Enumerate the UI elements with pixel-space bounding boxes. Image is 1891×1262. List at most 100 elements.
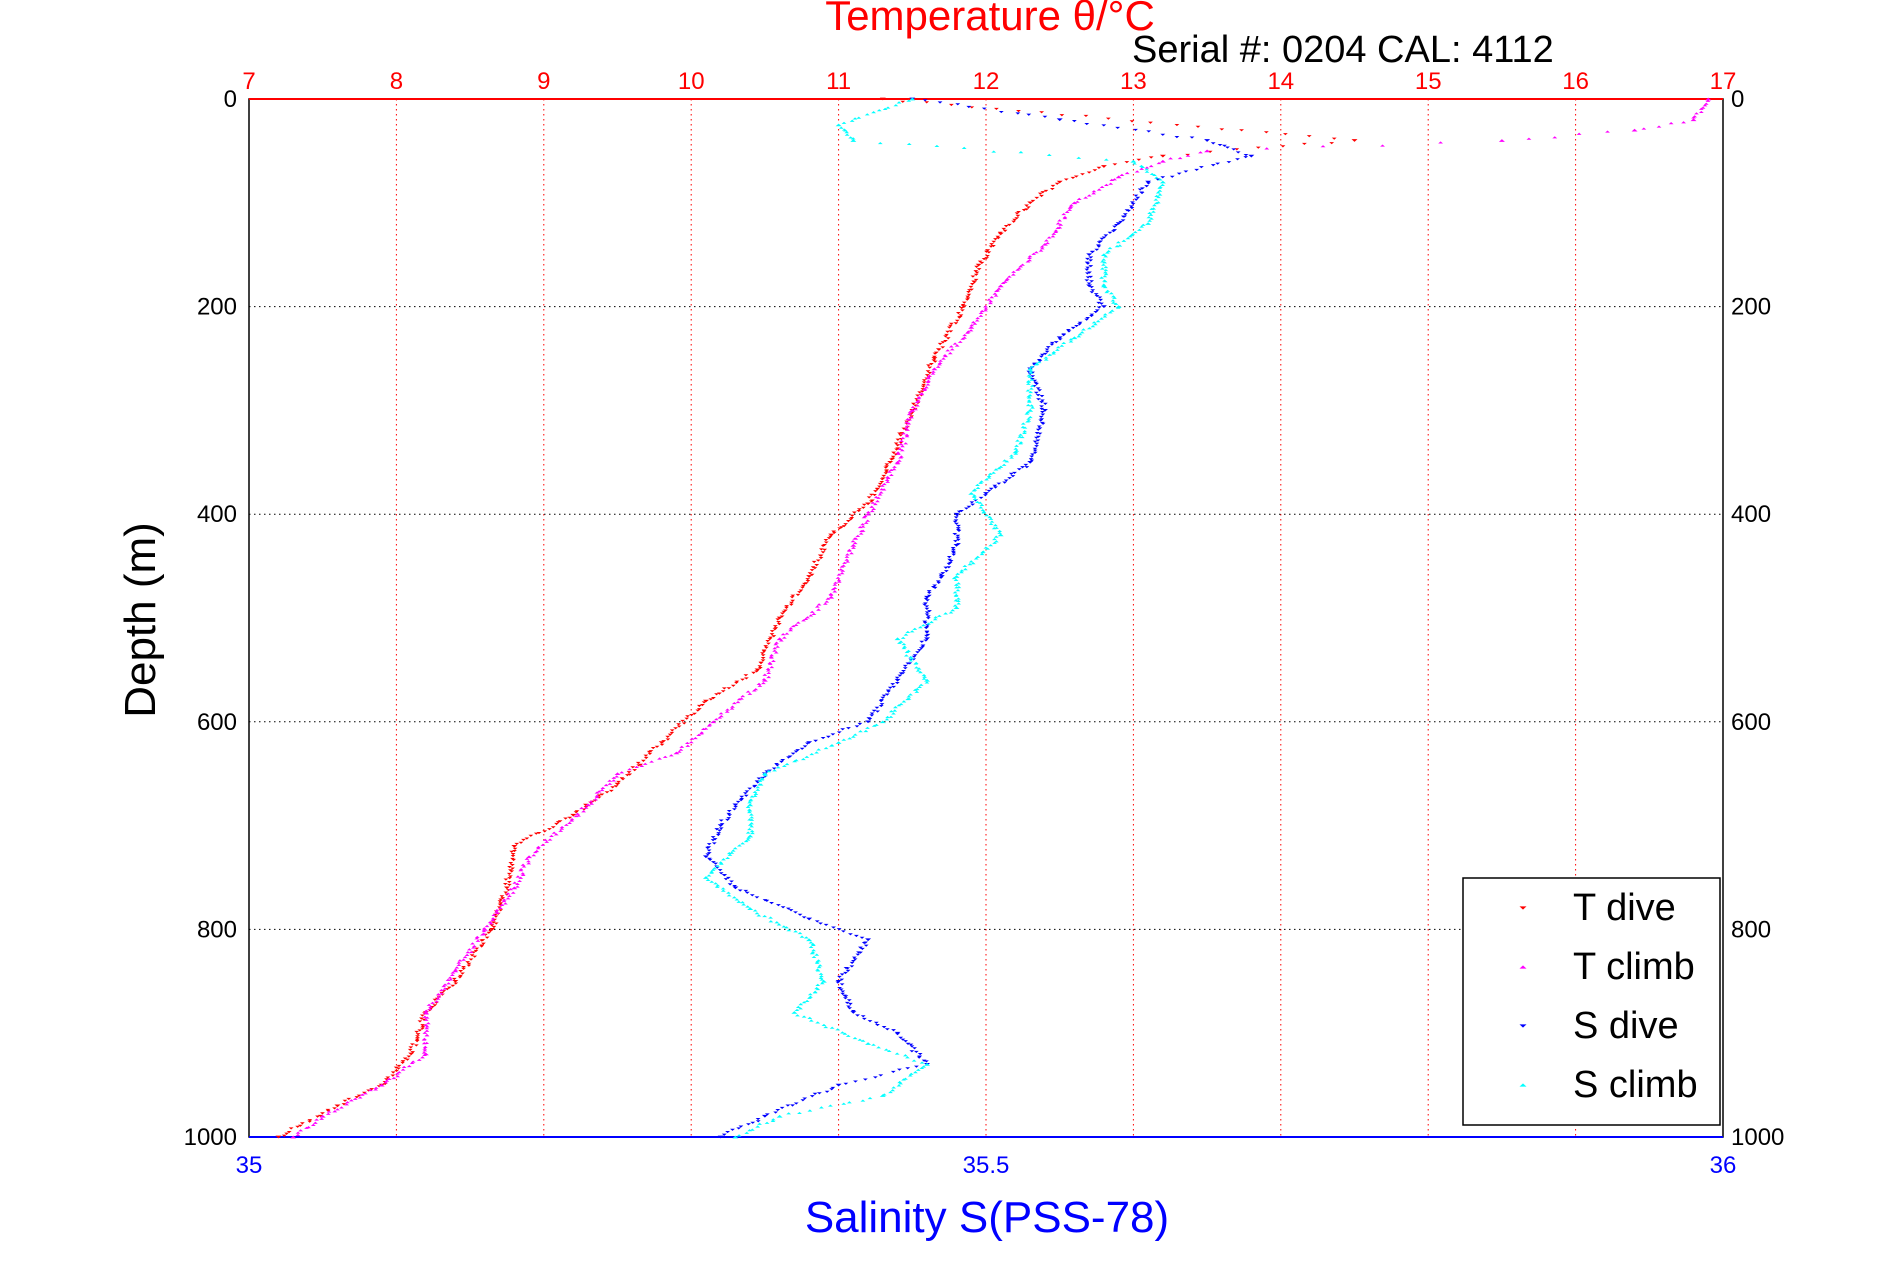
profile-marker — [1036, 360, 1042, 364]
profile-marker — [1124, 161, 1130, 164]
data-point — [1159, 180, 1166, 184]
profile-marker — [744, 891, 750, 894]
legend-marker — [1519, 1024, 1527, 1028]
profile-marker — [1061, 212, 1067, 216]
profile-marker — [931, 359, 937, 362]
profile-marker — [726, 851, 732, 855]
profile-marker — [594, 794, 600, 797]
profile-marker — [850, 137, 856, 140]
profile-marker — [973, 273, 979, 276]
profile-marker — [1102, 285, 1108, 289]
profile-marker — [1160, 176, 1166, 179]
profile-marker — [790, 1104, 795, 1107]
salinity-tick-label: 36 — [1710, 1152, 1737, 1179]
profile-marker — [1047, 353, 1053, 356]
profile-marker — [839, 983, 845, 986]
profile-marker — [993, 535, 999, 538]
profile-marker — [1681, 121, 1686, 124]
profile-marker — [908, 1072, 914, 1075]
profile-marker — [774, 921, 780, 924]
profile-marker — [878, 700, 884, 703]
profile-marker — [863, 729, 869, 733]
profile-marker — [1121, 239, 1127, 242]
profile-marker — [841, 930, 846, 933]
profile-marker — [423, 1009, 429, 1012]
profile-marker — [892, 706, 898, 709]
profile-marker — [943, 340, 948, 343]
profile-marker — [968, 285, 974, 289]
profile-marker — [1027, 416, 1033, 419]
profile-marker — [947, 558, 953, 561]
profile-marker — [1015, 112, 1021, 115]
profile-marker — [695, 709, 701, 712]
profile-marker — [898, 1082, 904, 1085]
profile-marker — [772, 647, 778, 650]
profile-marker — [858, 532, 864, 535]
profile-marker — [871, 111, 876, 114]
data-point — [290, 1135, 297, 1139]
profile-marker — [1068, 338, 1074, 341]
profile-marker — [706, 849, 712, 852]
profile-marker — [726, 687, 732, 690]
profile-marker — [755, 781, 761, 784]
profile-marker — [1703, 102, 1709, 105]
profile-marker — [801, 619, 806, 622]
profile-marker — [1034, 382, 1040, 386]
profile-marker — [1152, 173, 1157, 177]
profile-marker — [481, 927, 487, 930]
profile-marker — [923, 626, 929, 630]
profile-marker — [842, 561, 847, 564]
profile-marker — [627, 773, 633, 776]
profile-marker — [823, 747, 829, 750]
profile-marker — [357, 1096, 363, 1099]
profile-marker — [954, 344, 960, 347]
profile-marker — [1045, 241, 1050, 245]
profile-marker — [1103, 234, 1109, 237]
profile-marker — [1153, 201, 1159, 205]
profile-marker — [1051, 352, 1056, 355]
profile-marker — [876, 109, 882, 112]
profile-marker — [721, 687, 727, 690]
profile-marker — [987, 472, 993, 475]
profile-marker — [451, 977, 457, 981]
profile-marker — [286, 1130, 292, 1134]
profile-marker — [1020, 466, 1025, 469]
profile-marker — [780, 612, 785, 615]
profile-marker — [701, 701, 707, 704]
profile-marker — [768, 916, 774, 919]
profile-marker — [1027, 375, 1033, 378]
profile-marker — [953, 516, 959, 519]
profile-marker — [1068, 340, 1074, 343]
profile-marker — [765, 639, 771, 643]
depth-tick-label-right: 600 — [1731, 709, 1771, 736]
profile-marker — [732, 884, 738, 888]
profile-marker — [921, 677, 927, 680]
profile-marker — [901, 1078, 906, 1081]
profile-marker — [468, 958, 474, 961]
profile-marker — [1065, 328, 1071, 332]
profile-marker — [904, 435, 910, 438]
profile-marker — [1101, 258, 1107, 261]
profile-marker — [962, 568, 968, 571]
profile-marker — [758, 662, 764, 665]
profile-marker — [871, 507, 877, 510]
profile-marker — [1086, 171, 1092, 174]
profile-marker — [907, 410, 913, 413]
profile-marker — [1099, 302, 1104, 305]
profile-marker — [1014, 444, 1019, 447]
profile-marker — [681, 722, 687, 725]
profile-marker — [1016, 267, 1022, 270]
profile-marker — [669, 729, 675, 732]
data-point — [909, 409, 916, 412]
profile-marker — [926, 594, 932, 597]
profile-marker — [896, 101, 902, 104]
profile-marker — [754, 912, 760, 915]
data-point — [378, 1083, 385, 1087]
profile-marker — [569, 819, 575, 822]
profile-marker — [726, 812, 732, 816]
profile-marker — [1014, 217, 1020, 220]
profile-marker — [822, 602, 828, 605]
profile-marker — [317, 1114, 323, 1117]
profile-marker — [705, 853, 711, 856]
profile-marker — [807, 572, 813, 575]
